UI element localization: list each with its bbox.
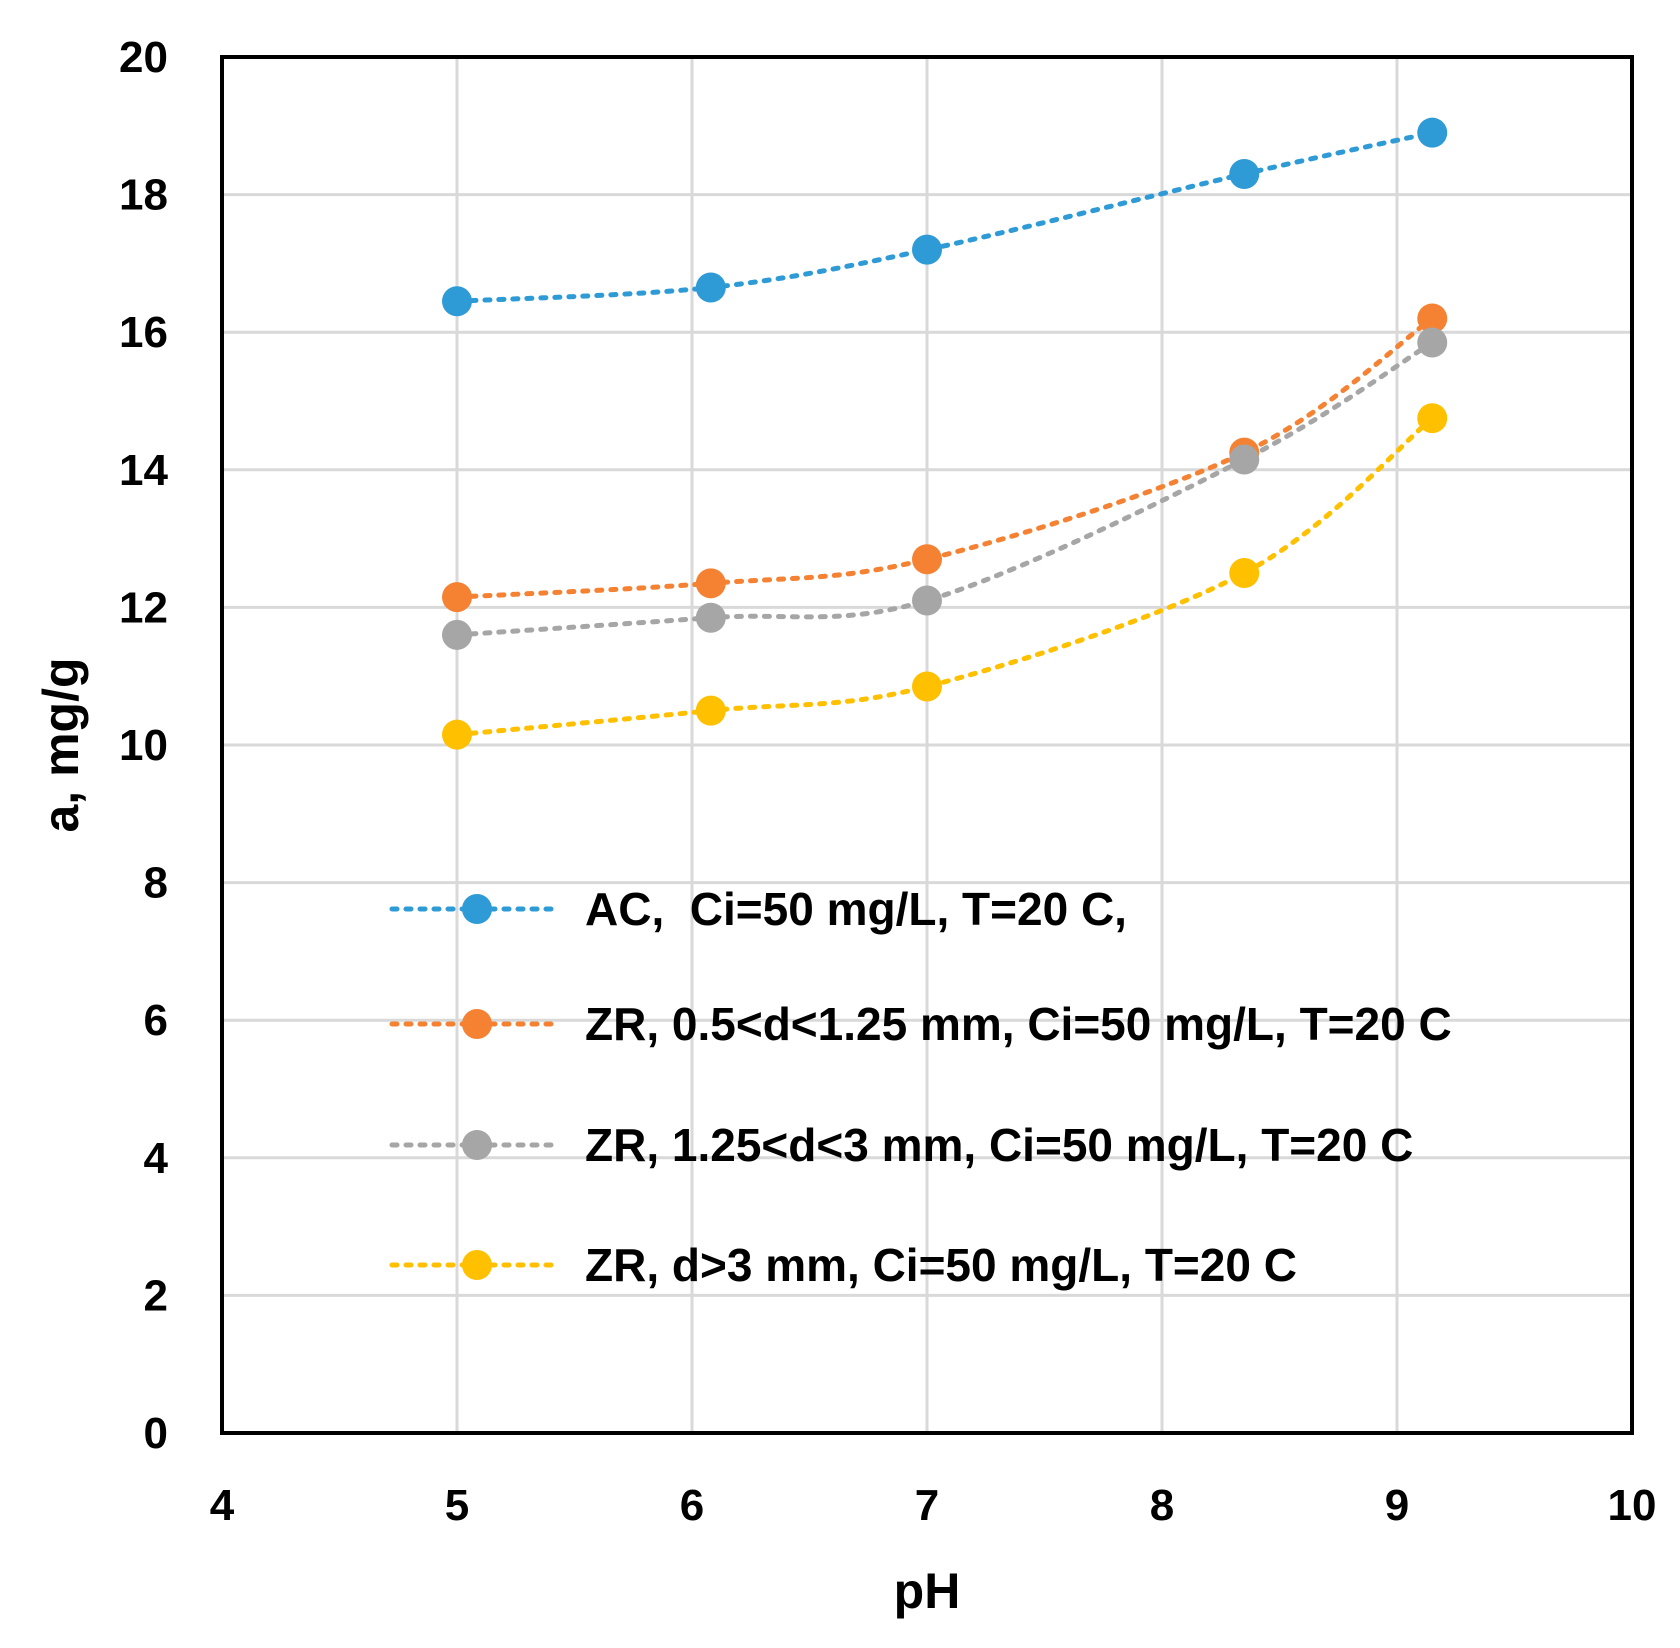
series-2	[442, 303, 1448, 613]
series-4	[442, 403, 1448, 750]
x-tick-label: 4	[210, 1481, 235, 1530]
x-tick-label: 10	[1608, 1481, 1657, 1530]
y-tick-label: 20	[119, 33, 168, 82]
y-tick-label: 18	[119, 171, 168, 220]
data-point	[695, 272, 726, 303]
data-point	[442, 619, 472, 650]
data-point	[1417, 327, 1448, 358]
x-tick-label: 7	[915, 1481, 939, 1530]
data-point	[695, 695, 726, 726]
data-point	[912, 544, 942, 575]
x-tick-label: 9	[1385, 1481, 1409, 1530]
data-point	[912, 671, 942, 702]
y-tick-label: 10	[119, 721, 168, 770]
y-axis-tick-labels: 0 2 4 6 8 10 12 14 16 18 20	[119, 33, 168, 1458]
data-point	[1229, 558, 1260, 588]
legend-entry-4: ZR, d>3 mm, Ci=50 mg/L, T=20 C	[389, 1239, 1297, 1291]
y-tick-label: 6	[144, 996, 168, 1045]
series-1	[442, 117, 1448, 317]
legend-marker	[462, 1250, 492, 1280]
data-point	[1229, 444, 1260, 475]
x-tick-label: 6	[680, 1481, 704, 1530]
legend: AC, Ci=50 mg/L, T=20 C, ZR, 0.5<d<1.25 mm…	[389, 883, 1452, 1291]
data-point	[695, 568, 726, 599]
data-point	[695, 602, 726, 633]
legend-entry-2: ZR, 0.5<d<1.25 mm, Ci=50 mg/L, T=20 C	[389, 998, 1452, 1050]
data-point	[1417, 303, 1448, 334]
plot-area-frame	[220, 55, 1634, 1435]
series-line	[454, 415, 1435, 738]
legend-entry-1: AC, Ci=50 mg/L, T=20 C,	[389, 883, 1127, 935]
x-axis-tick-labels: 4 5 6 7 8 9 10	[210, 1481, 1657, 1530]
data-point	[442, 286, 472, 317]
data-point	[912, 234, 942, 265]
y-tick-label: 4	[144, 1134, 169, 1183]
y-tick-label: 16	[119, 308, 168, 357]
legend-marker	[462, 894, 492, 924]
y-axis-title: a, mg/g	[33, 657, 89, 832]
data-series	[442, 117, 1448, 750]
data-point	[442, 582, 472, 613]
data-point	[1417, 403, 1448, 434]
data-point	[1417, 117, 1448, 148]
series-3	[442, 327, 1448, 650]
data-point	[1229, 158, 1260, 189]
y-tick-label: 2	[144, 1271, 168, 1320]
legend-label: ZR, d>3 mm, Ci=50 mg/L, T=20 C	[585, 1239, 1297, 1291]
legend-label: ZR, 1.25<d<3 mm, Ci=50 mg/L, T=20 C	[585, 1119, 1413, 1171]
legend-entry-3: ZR, 1.25<d<3 mm, Ci=50 mg/L, T=20 C	[389, 1119, 1413, 1171]
data-point	[442, 719, 472, 750]
legend-label: ZR, 0.5<d<1.25 mm, Ci=50 mg/L, T=20 C	[585, 998, 1452, 1050]
y-tick-label: 8	[144, 859, 168, 908]
x-axis-title: pH	[894, 1563, 961, 1619]
y-tick-label: 0	[144, 1409, 168, 1458]
y-tick-label: 14	[119, 446, 168, 495]
x-tick-label: 8	[1150, 1481, 1174, 1530]
x-tick-label: 5	[445, 1481, 469, 1530]
legend-marker	[462, 1130, 492, 1160]
series-line	[454, 315, 1435, 600]
legend-label: AC, Ci=50 mg/L, T=20 C,	[585, 883, 1127, 935]
legend-marker	[462, 1009, 492, 1039]
series-line	[454, 130, 1435, 304]
data-point	[912, 585, 942, 616]
y-tick-label: 12	[119, 583, 168, 632]
